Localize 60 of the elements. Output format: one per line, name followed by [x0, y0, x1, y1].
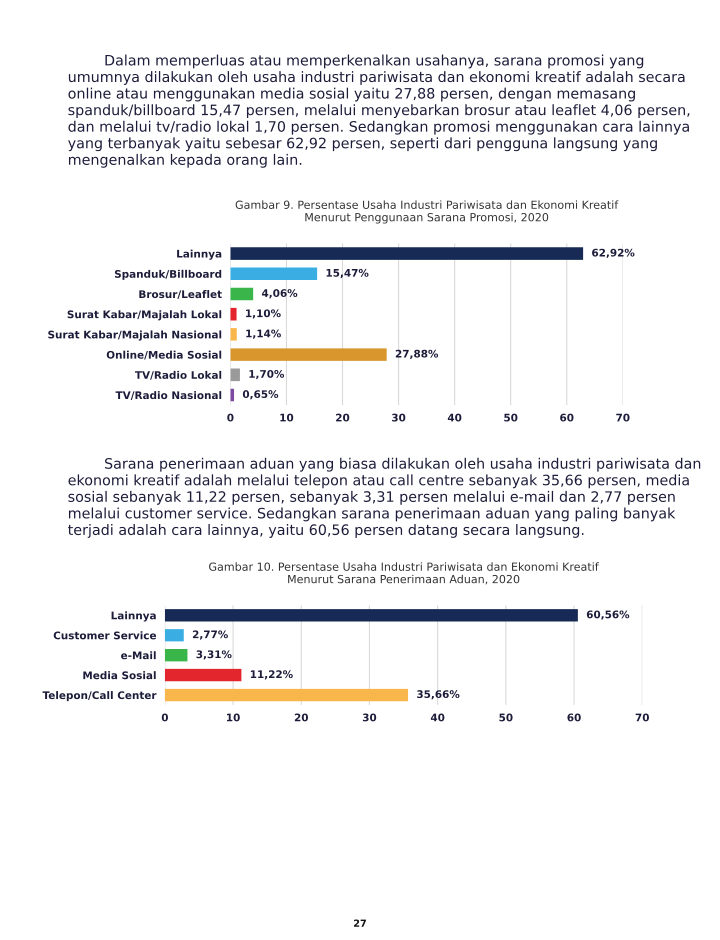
x-tick-label: 50: [499, 714, 513, 722]
x-tick-label: 40: [448, 414, 462, 422]
y-tick-label: Media Sosial: [83, 671, 156, 680]
bar: [230, 308, 237, 320]
y-tick-label: Telepon/Call Center: [42, 691, 157, 702]
y-tick-label: Customer Service: [54, 631, 156, 640]
data-label: 60,56%: [586, 610, 630, 620]
data-label: 0,65%: [242, 390, 278, 400]
data-label: 35,66%: [417, 690, 460, 700]
bar: [230, 268, 318, 280]
data-label: 15,47%: [326, 268, 369, 278]
bar: [164, 688, 408, 702]
y-tick-label: Brosur/Leaflet: [139, 290, 222, 299]
data-label: 62,92%: [592, 248, 634, 258]
y-tick-label: Lainnya: [112, 611, 156, 622]
chart-title: Gambar 9. Persentase Usaha Industri Pariwisata dan Ekonomi Kreatif Menurut Penggunaan Sarana Promosi, 2020: [236, 200, 618, 224]
x-tick-label: 70: [636, 714, 649, 722]
x-tick-label: 30: [362, 714, 376, 722]
y-tick-label: Surat Kabar/Majalah Lokal: [68, 310, 222, 320]
x-tick-label: 10: [280, 414, 294, 422]
y-tick-label: e-Mail: [121, 651, 156, 660]
text: 27: [354, 919, 366, 927]
data-label: 2,77%: [192, 630, 228, 640]
x-tick-label: 0: [227, 414, 234, 422]
data-label: 1,14%: [246, 330, 281, 339]
y-tick-label: TV/Radio Nasional: [116, 391, 222, 400]
text: Dalam memperluas atau memperkenalkan usahanya, sarana promosi yang umumnya dilakukan oleh usaha industri pariwisata dan ekonomi kreatif adalah secara online atau menggunakan media sosial yaitu 27,88 persen, dengan memasang spanduk/billboard 15,47 persen, melalui menyebarkan brosur atau leaflet 4,06 persen, dan melalui tv/radio lokal 1,70 persen. Sedangkan promosi menggunakan cara lainnya yang terbanyak yaitu sebesar 62,92 persen, seperti dari pengguna langsung yang mengenalkan kepada orang lain.: [68, 54, 690, 168]
x-tick-label: 30: [392, 414, 406, 422]
bar: [230, 388, 234, 402]
bar: [164, 629, 184, 642]
x-tick-label: 70: [616, 414, 630, 422]
data-label: 4,06%: [262, 289, 298, 298]
y-tick-label: TV/Radio Lokal: [134, 370, 222, 380]
bar: [164, 609, 578, 622]
text: Sarana penerimaan aduan yang biasa dilakukan oleh usaha industri pariwisata dan ekonomi kreatif adalah melalui telepon atau call centre sebanyak 35,66 persen, media sosial sebanyak 11,22 persen, sebanyak 3,31 persen melalui e-mail dan 2,77 persen melalui customer service. Sedangkan sarana penerimaan aduan yang paling banyak terjadi adalah cara lainnya, yaitu 60,56 persen datang secara langsung.: [68, 458, 700, 538]
x-tick-label: 60: [560, 414, 574, 422]
data-label: 1,70%: [249, 370, 284, 380]
y-tick-label: Spanduk/Billboard: [114, 270, 222, 280]
x-tick-label: 20: [336, 414, 350, 422]
x-tick-label: 20: [294, 714, 308, 722]
data-label: 27,88%: [396, 350, 438, 359]
x-tick-label: 40: [430, 714, 444, 722]
bar: [230, 368, 240, 382]
x-tick-label: 0: [162, 714, 168, 722]
y-tick-label: Lainnya: [177, 250, 222, 260]
x-tick-label: 50: [504, 414, 518, 422]
bar: [230, 328, 237, 341]
bar: [230, 348, 387, 361]
bar: [230, 288, 254, 300]
y-tick-label: Online/Media Sosial: [106, 350, 222, 360]
x-tick-label: 60: [567, 714, 581, 722]
y-tick-label: Surat Kabar/Majalah Nasional: [48, 330, 222, 341]
bar: [164, 668, 242, 682]
chart-title: Gambar 10. Persentase Usaha Industri Pariwisata dan Ekonomi Kreatif Menurut Sarana Penerimaan Aduan, 2020: [209, 562, 599, 584]
data-label: 11,22%: [250, 670, 293, 680]
x-tick-label: 10: [227, 714, 240, 722]
bar: [164, 649, 188, 662]
data-label: 1,10%: [246, 309, 281, 319]
data-label: 3,31%: [196, 650, 232, 660]
bar: [230, 247, 584, 260]
